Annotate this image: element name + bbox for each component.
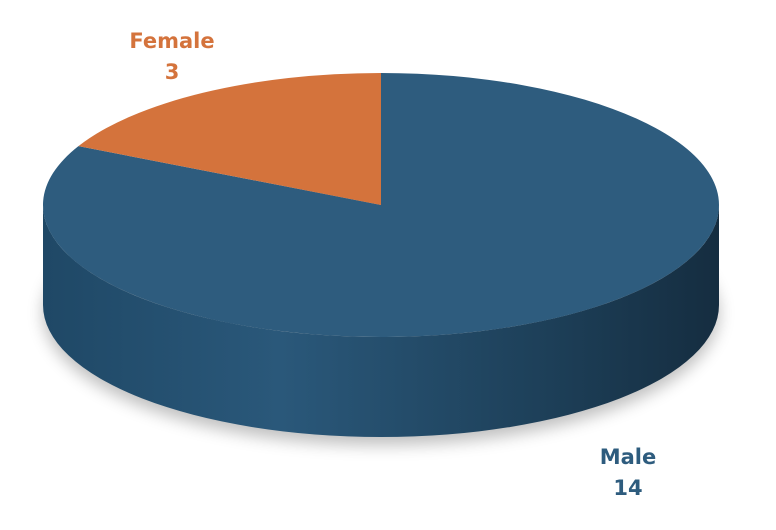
- slice: [43, 73, 720, 337]
- value-label: 3: [165, 60, 180, 84]
- slice: [78, 73, 381, 205]
- category-label: Female: [129, 29, 214, 53]
- slice-side: [43, 205, 719, 437]
- category-label: Male: [600, 445, 657, 469]
- value-label: 14: [613, 476, 642, 500]
